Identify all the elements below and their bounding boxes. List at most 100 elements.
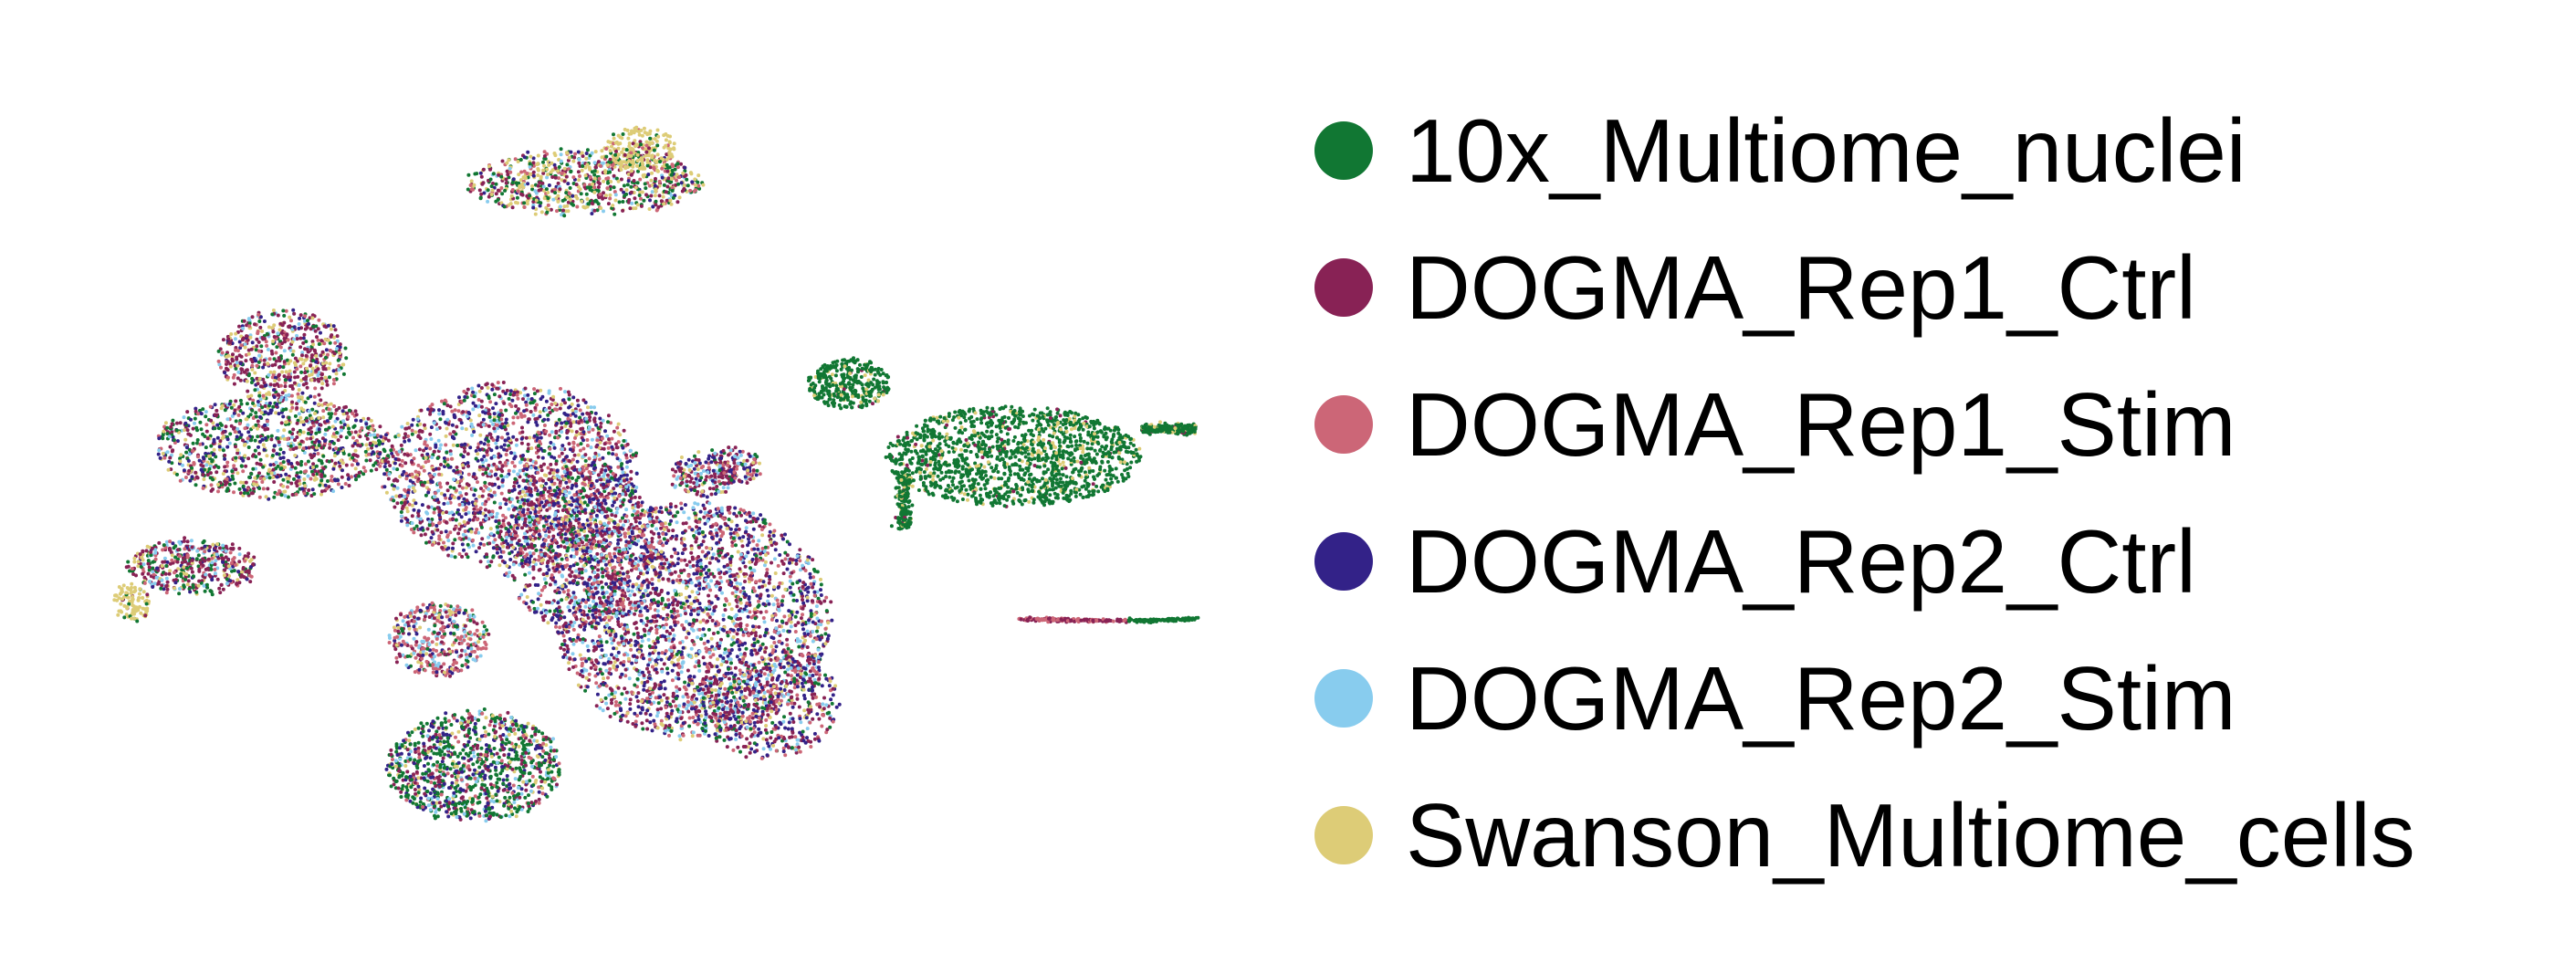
data-point xyxy=(624,453,628,457)
data-point xyxy=(491,438,496,443)
data-point xyxy=(596,431,601,435)
data-point xyxy=(609,660,613,665)
data-point xyxy=(620,672,624,676)
data-point xyxy=(748,610,752,614)
data-point xyxy=(753,607,758,612)
data-point xyxy=(518,551,523,556)
data-point xyxy=(775,598,780,602)
data-point xyxy=(495,511,499,516)
data-point xyxy=(588,538,592,542)
data-point xyxy=(531,551,536,556)
data-point xyxy=(602,462,607,466)
data-point xyxy=(735,655,739,659)
data-point xyxy=(775,619,779,623)
data-point xyxy=(502,401,507,405)
data-point xyxy=(815,590,820,594)
data-point xyxy=(396,433,401,437)
data-point xyxy=(616,703,621,707)
data-point xyxy=(735,523,739,528)
data-point xyxy=(434,491,437,496)
data-point xyxy=(626,630,631,634)
data-point xyxy=(526,502,530,507)
data-point xyxy=(692,618,696,623)
data-point xyxy=(705,546,708,550)
data-point xyxy=(693,719,697,723)
data-point xyxy=(726,654,730,658)
data-point xyxy=(592,405,596,410)
data-point xyxy=(573,435,577,440)
data-point xyxy=(671,581,675,584)
data-point xyxy=(686,703,690,707)
data-point xyxy=(630,661,634,665)
data-point xyxy=(439,463,443,466)
data-point xyxy=(764,717,769,722)
data-point xyxy=(830,618,834,623)
data-point xyxy=(666,715,670,718)
data-point xyxy=(589,445,593,450)
data-point xyxy=(696,599,700,602)
data-point xyxy=(621,470,625,475)
data-point xyxy=(684,586,688,591)
data-point xyxy=(462,398,466,403)
data-point xyxy=(674,537,678,541)
data-point xyxy=(637,673,642,676)
data-point xyxy=(788,579,792,583)
data-point xyxy=(735,604,739,609)
data-point xyxy=(686,709,691,714)
data-point xyxy=(568,471,572,476)
data-point xyxy=(715,511,719,516)
data-point xyxy=(702,662,707,666)
data-point xyxy=(615,657,620,662)
data-point xyxy=(644,616,649,621)
data-point xyxy=(486,443,490,447)
data-point xyxy=(613,577,618,581)
data-point xyxy=(435,497,440,502)
data-point xyxy=(607,671,612,675)
data-point xyxy=(582,613,587,617)
data-point xyxy=(738,557,743,561)
data-point xyxy=(820,652,824,656)
data-point xyxy=(665,508,668,512)
data-point xyxy=(635,714,639,717)
data-point xyxy=(688,655,693,659)
data-point xyxy=(736,550,740,554)
data-point xyxy=(659,722,664,726)
data-point xyxy=(545,571,550,575)
data-point xyxy=(742,673,747,677)
data-point xyxy=(683,680,687,685)
data-point xyxy=(517,407,520,412)
data-point xyxy=(764,645,769,650)
data-point xyxy=(410,423,414,427)
data-point xyxy=(587,609,592,613)
data-point xyxy=(669,518,673,523)
data-point xyxy=(577,567,581,571)
data-point xyxy=(772,557,777,561)
data-point xyxy=(403,495,407,498)
data-point xyxy=(504,497,508,502)
data-point xyxy=(690,590,695,594)
data-point xyxy=(785,553,790,558)
data-point xyxy=(560,447,564,452)
data-point xyxy=(492,426,497,431)
data-point xyxy=(665,591,670,595)
data-point xyxy=(718,525,723,529)
data-point xyxy=(655,609,660,613)
data-point xyxy=(637,650,642,655)
data-point xyxy=(672,663,676,667)
data-point xyxy=(492,393,497,397)
data-point xyxy=(826,634,831,638)
data-point xyxy=(808,571,812,576)
data-point xyxy=(529,410,533,414)
data-point xyxy=(714,521,718,526)
data-point xyxy=(762,634,767,638)
data-point xyxy=(665,558,669,562)
data-point xyxy=(604,591,609,594)
data-point xyxy=(560,444,565,448)
data-point xyxy=(755,709,759,714)
data-point xyxy=(414,476,418,479)
data-point xyxy=(407,485,412,489)
data-point xyxy=(610,687,614,692)
data-point xyxy=(722,571,727,576)
data-point xyxy=(770,644,774,649)
data-point xyxy=(446,553,451,558)
